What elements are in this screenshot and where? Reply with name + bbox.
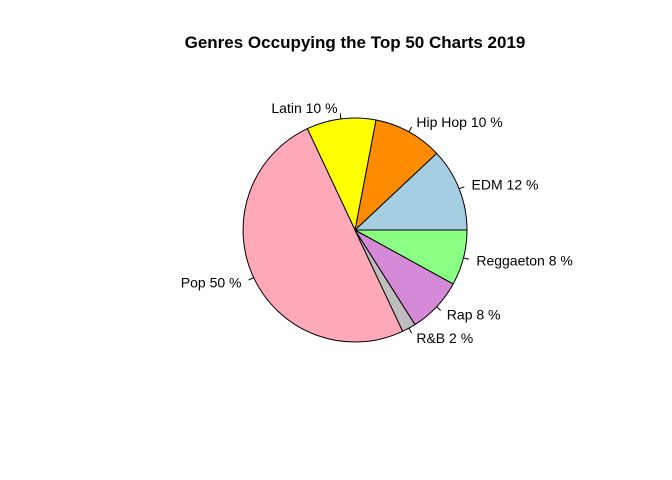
pie-label-tick (248, 277, 254, 281)
pie-label-tick (339, 113, 342, 119)
pie-label-tick (408, 126, 413, 133)
pie-slice (354, 229, 468, 285)
pie-slice-label: Rap 8 % (447, 306, 501, 322)
pie-slice-label: EDM 12 % (472, 177, 539, 193)
chart-title: Genres Occupying the Top 50 Charts 2019 (185, 33, 526, 52)
pie-slice-label: Latin 10 % (271, 100, 337, 116)
pie-slices (242, 117, 468, 343)
pie-label-tick (458, 186, 465, 190)
pie-slice-label: R&B 2 % (416, 330, 473, 346)
pie-labels: EDM 12 % Hip Hop 10 % Latin 10 % Pop 50 % R&… (181, 100, 573, 346)
pie-slice-label: Reggaeton 8 % (476, 253, 573, 269)
pie-slice-label: Hip Hop 10 % (416, 114, 502, 130)
pie-label-tick (436, 306, 442, 311)
pie-slice-label: Pop 50 % (181, 274, 242, 290)
pie-label-tick (408, 327, 413, 334)
pie-label-tick (463, 257, 470, 260)
